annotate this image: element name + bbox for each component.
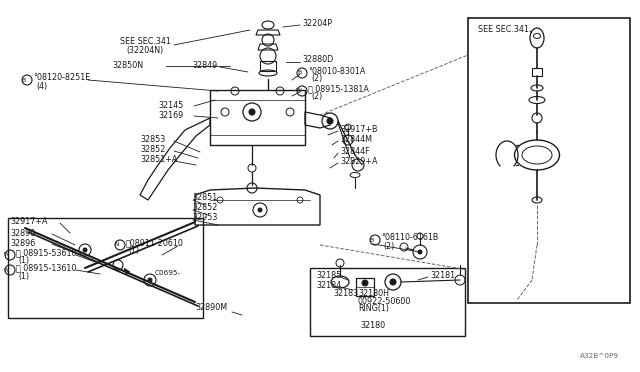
Circle shape: [83, 248, 87, 252]
Text: 32851: 32851: [192, 193, 217, 202]
Text: 32169: 32169: [158, 110, 183, 119]
Text: °08110-6161B: °08110-6161B: [381, 234, 438, 243]
Text: (2): (2): [311, 93, 323, 102]
Text: W: W: [4, 253, 10, 257]
Text: 32851+A: 32851+A: [140, 155, 177, 164]
Text: 00922-50600: 00922-50600: [358, 296, 412, 305]
Circle shape: [327, 118, 333, 124]
Circle shape: [390, 279, 396, 285]
Text: 32852: 32852: [192, 203, 218, 212]
Text: 32917+A: 32917+A: [10, 218, 47, 227]
Circle shape: [148, 278, 152, 282]
Text: 32853: 32853: [140, 135, 165, 144]
Text: ⓔ 08915-1381A: ⓔ 08915-1381A: [308, 84, 369, 93]
Text: ⓝ08911-20610: ⓝ08911-20610: [126, 238, 184, 247]
Text: (32204N): (32204N): [126, 45, 163, 55]
Text: 32849: 32849: [192, 61, 217, 70]
Bar: [310, 268, 465, 336]
Circle shape: [362, 280, 368, 286]
Text: 32145: 32145: [158, 100, 183, 109]
Text: 32953: 32953: [192, 214, 218, 222]
Text: 32890: 32890: [10, 228, 35, 237]
Text: SEE SEC.341: SEE SEC.341: [478, 26, 529, 35]
Text: RING(1): RING(1): [358, 305, 389, 314]
Polygon shape: [124, 268, 130, 274]
Text: B: B: [297, 71, 301, 76]
Text: ⓔ 08915-13610: ⓔ 08915-13610: [16, 263, 76, 273]
Text: 32890M: 32890M: [195, 304, 227, 312]
Text: 32180: 32180: [360, 321, 385, 330]
Text: B: B: [22, 77, 26, 83]
Text: 32204P: 32204P: [302, 19, 332, 28]
Text: ⓔ 08915-53610: ⓔ 08915-53610: [16, 248, 77, 257]
Text: C0695-: C0695-: [155, 270, 181, 276]
Text: A32B^0P9: A32B^0P9: [580, 353, 619, 359]
Circle shape: [258, 208, 262, 212]
Text: (1): (1): [128, 247, 139, 256]
Circle shape: [418, 250, 422, 254]
Bar: [468, 18, 630, 303]
Text: 32896: 32896: [10, 238, 35, 247]
Text: (4): (4): [36, 81, 47, 90]
Text: B: B: [370, 237, 374, 243]
Bar: [356, 278, 374, 296]
Text: 32181: 32181: [430, 270, 455, 279]
Text: N: N: [115, 243, 119, 247]
Bar: [260, 61, 276, 71]
Text: °08120-8251E: °08120-8251E: [33, 74, 90, 83]
Circle shape: [249, 109, 255, 115]
Text: SEE SEC.341: SEE SEC.341: [120, 38, 171, 46]
Bar: [210, 90, 305, 145]
Text: 32829+A: 32829+A: [340, 157, 378, 167]
Bar: [532, 68, 542, 76]
Text: 32844F: 32844F: [340, 148, 370, 157]
Text: 32917+B: 32917+B: [340, 125, 378, 135]
Text: (2): (2): [383, 241, 394, 250]
Text: 32844M: 32844M: [340, 135, 372, 144]
Text: (1): (1): [18, 272, 29, 280]
Bar: [8, 218, 203, 318]
Text: W: W: [4, 267, 10, 273]
Text: 32185: 32185: [316, 270, 341, 279]
Text: (2): (2): [311, 74, 323, 83]
Text: 32180H: 32180H: [358, 289, 389, 298]
Text: W: W: [296, 89, 302, 93]
Text: 32184: 32184: [316, 280, 341, 289]
Text: (1): (1): [18, 257, 29, 266]
Text: 32852: 32852: [140, 145, 165, 154]
Text: 32880D: 32880D: [302, 55, 333, 64]
Text: 32183: 32183: [333, 289, 358, 298]
Text: 32850N: 32850N: [112, 61, 143, 70]
Text: °08010-8301A: °08010-8301A: [308, 67, 365, 76]
